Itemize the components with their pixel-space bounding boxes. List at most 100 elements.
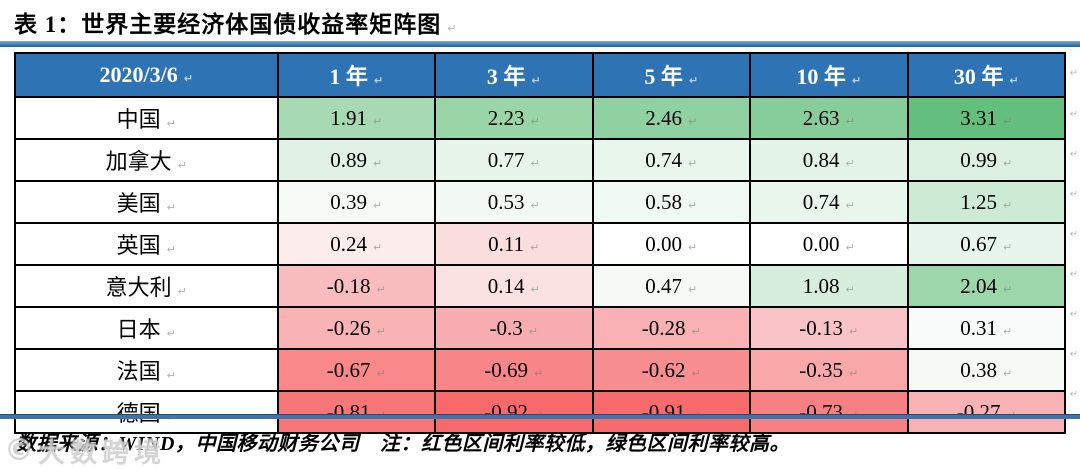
paragraph-mark-icon: ↵ [166,327,176,340]
yield-cell: 2.04 ↵ [906,264,1066,308]
yield-cell-text: 0.31 [960,315,998,340]
yield-cell: 0.47 ↵ [591,264,751,308]
yield-cell: -0.81↵ [276,390,436,434]
yield-cell-text: 0.74 [802,189,840,214]
row-label-text: 德国 [117,401,161,426]
yield-cell-text: 0.77 [487,147,525,172]
yield-cell: -0.62 ↵ [591,348,751,392]
yield-cell: 0.24 ↵ [276,222,436,266]
column-header-5: 30 年 ↵ [906,52,1066,98]
row-label-text: 法国 [116,359,161,384]
row-label: 意大利 ↵ [14,264,279,308]
yield-cell-text: 1.08 [802,273,840,298]
table-row: 中国 ↵ 1.91 ↵ 2.23 ↵ 2.46 ↵ 2.63 ↵ 3.31 ↵ [14,96,1066,140]
column-header-3: 5 年 ↵ [591,52,751,98]
row-label: 加拿大 ↵ [14,138,279,182]
bond-yield-matrix-table: 2020/3/6 ↵ 1 年 ↵ 3 年 ↵ 5 年 ↵ 10 年 ↵ 30 年 ↵ 中国 ↵ 1.91 ↵… [14,52,1066,434]
row-end-marks: ↵ ↵ ↵ ↵ ↵ ↵ ↵ ↵ ↵ [1068,52,1080,414]
yield-cell: -0.69 ↵ [434,348,594,392]
yield-cell-text: -0.35 [799,357,844,382]
yield-cell-text: -0.92 [484,399,529,424]
paragraph-mark-icon: ↵ [688,198,698,212]
row-end-mark-icon: ↵ [1069,188,1079,200]
yield-cell: -0.92↵ [434,390,594,434]
paragraph-mark-icon: ↵ [691,366,701,380]
source-footnote: 数据来源：WIND，中国移动财务公司 注：红色区间利率较低，绿色区间利率较高。 [16,433,790,455]
paragraph-mark-icon: ↵ [534,366,544,380]
yield-cell: 2.23 ↵ [434,96,594,140]
paragraph-mark-icon: ↵ [688,74,699,87]
yield-cell: 2.46 ↵ [591,96,751,140]
paragraph-mark-icon: ↵ [530,156,540,170]
yield-cell: 0.84 ↵ [749,138,909,182]
yield-cell-text: -0.67 [326,357,371,382]
paragraph-mark-icon: ↵ [166,117,176,130]
yield-cell-text: -0.18 [326,273,371,298]
paragraph-mark-icon: ↵ [1003,114,1013,128]
column-header-5-text: 30 年 [953,64,1004,89]
yield-cell: 0.74 ↵ [591,138,751,182]
row-label-text: 加拿大 [105,149,172,174]
yield-cell-text: 0.24 [330,231,368,256]
yield-cell: 0.99 ↵ [906,138,1066,182]
row-end-mark-icon: ↵ [1069,388,1079,400]
paragraph-mark-icon: ↵ [530,114,540,128]
yield-cell-text: 2.46 [645,105,683,130]
table-row: 加拿大 ↵ 0.89 ↵ 0.77 ↵ 0.74 ↵ 0.84 ↵ 0.99 ↵ [14,138,1066,182]
paragraph-mark-icon: ↵ [1003,240,1013,254]
paragraph-mark-icon: ↵ [373,114,383,128]
paragraph-mark-icon: ↵ [166,243,176,256]
paragraph-mark-icon: ↵ [845,114,855,128]
yield-cell: 0.74 ↵ [749,180,909,224]
row-label: 德国↵ [14,390,279,434]
column-header-4: 10 年 ↵ [749,52,909,98]
yield-cell: 1.91 ↵ [276,96,436,140]
yield-cell: -0.13 ↵ [749,306,909,350]
table-header-row: 2020/3/6 ↵ 1 年 ↵ 3 年 ↵ 5 年 ↵ 10 年 ↵ 30 年 ↵ [14,52,1066,98]
yield-cell-text: -0.3 [489,315,523,340]
paragraph-mark-icon: ↵ [376,366,386,380]
yield-cell-text: 2.23 [487,105,525,130]
row-end-mark-icon: ↵ [1069,108,1079,120]
yield-cell-text: 0.47 [645,273,683,298]
paragraph-mark-icon: ↵ [1003,282,1013,296]
paragraph-mark-icon: ↵ [691,324,701,338]
yield-cell-text: 2.63 [802,105,840,130]
paragraph-mark-icon: ↵ [376,324,386,338]
yield-cell: -0.35 ↵ [749,348,909,392]
paragraph-mark-icon: ↵ [528,324,538,338]
yield-cell: 3.31 ↵ [906,96,1066,140]
row-label: 美国 ↵ [14,180,279,224]
row-end-mark-icon: ↵ [1069,67,1079,79]
row-end-mark-icon: ↵ [1069,268,1079,280]
yield-cell-text: 1.91 [330,105,368,130]
paragraph-mark-icon: ↵ [1003,324,1013,338]
yield-cell: -0.3 ↵ [434,306,594,350]
paragraph-mark-icon: ↵ [1003,156,1013,170]
table-row: 法国 ↵ -0.67 ↵ -0.69 ↵ -0.62 ↵ -0.35 ↵ 0.38 ↵ [14,348,1066,392]
yield-cell-text: 0.53 [487,189,525,214]
yield-cell-text: 0.38 [960,357,998,382]
row-label-text: 日本 [116,317,161,342]
paragraph-mark-icon: ↵ [530,282,540,296]
yield-cell-text: -0.73 [799,399,844,424]
column-header-1-text: 1 年 [329,64,368,89]
table-title: 表 1：世界主要经济体国债收益率矩阵图 [14,12,442,37]
paragraph-mark-icon: ↵ [688,156,698,170]
yield-cell: 1.08 ↵ [749,264,909,308]
row-label: 日本 ↵ [14,306,279,350]
yield-cell-text: 0.11 [488,231,525,256]
table-row: 意大利 ↵ -0.18 ↵ 0.14 ↵ 0.47 ↵ 1.08 ↵ 2.04 ↵ [14,264,1066,308]
yield-cell: 0.00 ↵ [749,222,909,266]
yield-cell-text: 0.89 [330,147,368,172]
paragraph-mark-icon: ↵ [849,366,859,380]
yield-cell-text: 0.00 [802,231,840,256]
yield-cell: 2.63 ↵ [749,96,909,140]
yield-cell-text: -0.27 [956,399,1001,424]
column-header-4-text: 10 年 [796,64,846,89]
column-header-2-text: 3 年 [486,64,526,89]
yield-cell: 0.58 ↵ [591,180,751,224]
row-end-mark-icon: ↵ [1069,308,1079,320]
paragraph-mark-icon: ↵ [166,201,176,214]
yield-cell: -0.26 ↵ [276,306,436,350]
